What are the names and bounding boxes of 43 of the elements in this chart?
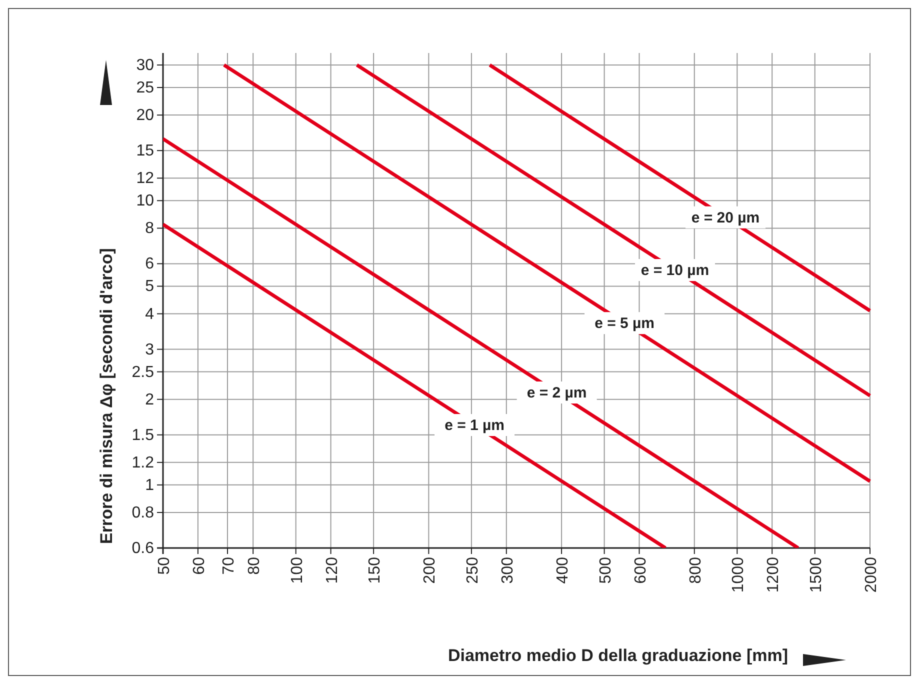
series-label: e = 1 µm [444,417,505,434]
y-tick-label: 2 [145,391,154,408]
x-tick-label: 1200 [765,556,782,593]
x-tick-label: 600 [632,556,650,584]
y-tick-label: 8 [145,220,154,238]
x-tick-label: 120 [324,556,341,584]
series-label: e = 10 µm [640,262,710,280]
x-tick-label: 150 [366,556,384,584]
x-tick-label: 400 [554,556,572,584]
x-tick-label: 300 [499,556,516,584]
y-tick-label: 6 [145,256,154,273]
x-tick-label: 50 [156,556,173,575]
series-label: e = 5 µm [594,315,654,332]
y-tick-label: 0.8 [132,504,154,522]
x-tick-label: 800 [687,556,704,584]
y-tick-label: 4 [145,306,154,323]
y-tick-label: 1 [145,476,154,494]
x-tick-label: 250 [464,556,482,584]
x-tick-label: 100 [288,556,306,584]
series-label: e = 2 µm [526,384,587,402]
x-axis-title: Diametro medio D della graduazione [mm] [448,646,788,665]
x-tick-label: 60 [190,556,208,575]
x-tick-label: 80 [246,556,264,575]
y-tick-label: 25 [136,80,154,97]
y-tick-label: 15 [136,142,154,160]
x-tick-label: 1500 [808,556,825,593]
y-tick-label: 5 [145,278,154,296]
x-tick-label: 70 [220,556,238,575]
y-tick-label: 3 [145,341,154,358]
y-axis-title: Errore di misura Δφ [secondi d'arco] [97,248,116,544]
x-tick-label: 1000 [730,556,748,593]
y-tick-label: 10 [136,192,154,210]
y-tick-label: 2.5 [132,364,154,381]
x-tick-label: 2000 [863,556,880,593]
y-tick-label: 1.2 [132,454,154,472]
y-tick-label: 0.6 [132,540,154,557]
series-label: e = 20 µm [691,209,760,226]
y-tick-label: 20 [136,107,154,124]
y-tick-label: 30 [136,57,154,74]
x-tick-label: 500 [597,556,614,584]
y-tick-label: 12 [136,170,154,188]
x-tick-label: 200 [422,556,439,584]
y-tick-label: 1.5 [132,426,154,444]
